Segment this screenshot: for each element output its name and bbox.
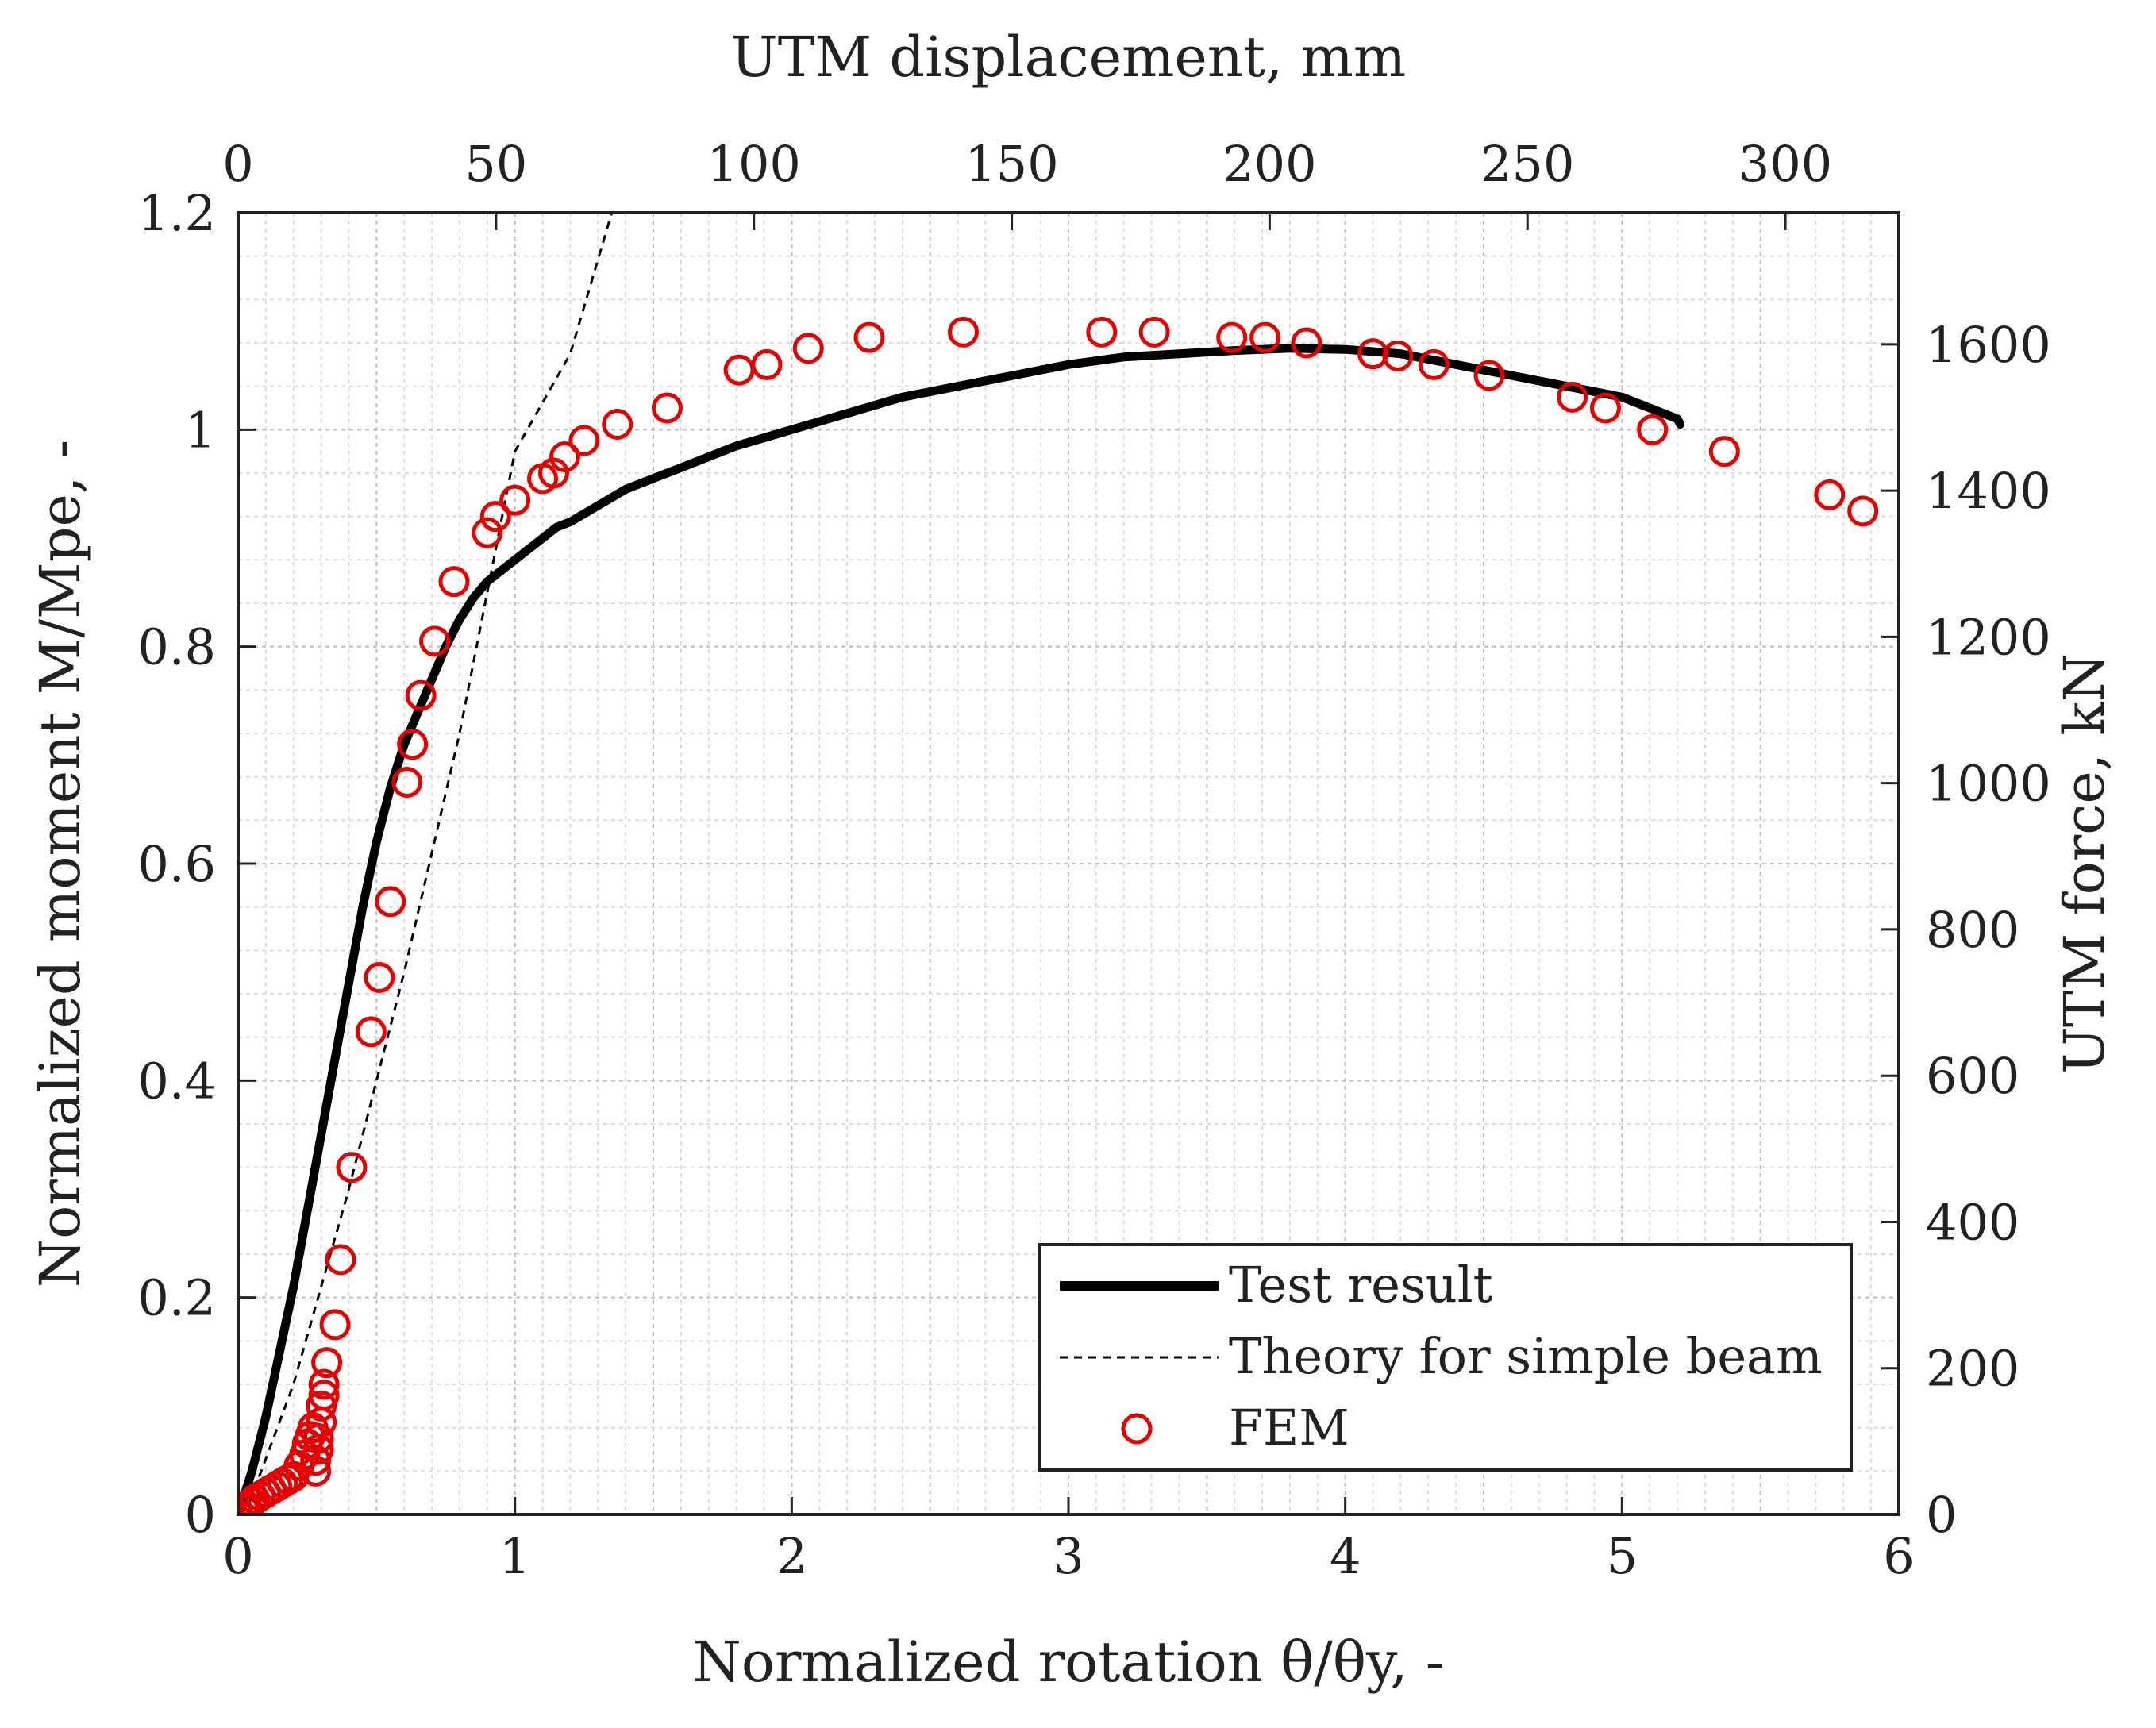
plot-area: [238, 213, 1879, 1514]
y2-tick-label: 200: [1926, 1340, 2019, 1398]
x-tick-label: 0: [222, 1527, 253, 1585]
x-tick-label: 1: [499, 1527, 530, 1585]
x2-tick-label: 150: [964, 135, 1058, 193]
x-tick-label: 6: [1883, 1527, 1914, 1585]
x-tick-label: 3: [1053, 1527, 1084, 1585]
y-tick-label: 0: [185, 1486, 216, 1544]
legend: Test result Theory for simple beam FEM: [1038, 1243, 1853, 1472]
fem-point: [438, 566, 470, 598]
fem-point: [537, 457, 569, 489]
x2-tick-label: 250: [1480, 135, 1574, 193]
fem-point: [405, 679, 437, 711]
x2-tick-label: 200: [1222, 135, 1316, 193]
y2-tick-label: 0: [1926, 1486, 1957, 1544]
fem-point: [853, 321, 885, 353]
fem-point: [1382, 340, 1414, 371]
fem-point: [1847, 495, 1879, 527]
fem-point: [1291, 327, 1322, 359]
fem-point: [1138, 316, 1170, 348]
y-tick-label: 0.8: [137, 618, 216, 676]
y2-tick-label: 400: [1926, 1193, 2019, 1251]
y2-tick-label: 1600: [1926, 316, 2051, 374]
x2-tick-label: 300: [1738, 135, 1832, 193]
y2-tick-label: 1000: [1926, 755, 2051, 813]
fem-point: [792, 333, 824, 364]
fem-point: [300, 1455, 332, 1487]
legend-label-theory: Theory for simple beam: [1229, 1327, 1823, 1385]
fem-point: [1249, 321, 1281, 353]
fem-point: [311, 1347, 343, 1379]
fem-point: [355, 1016, 387, 1048]
x2-tick-label: 0: [222, 135, 253, 193]
fem-point: [602, 409, 633, 440]
legend-label-test-result: Test result: [1229, 1256, 1493, 1314]
fem-point: [1708, 436, 1740, 468]
x-axis-title: Normalized rotation θ/θy, -: [693, 1630, 1445, 1695]
fem-point: [397, 729, 429, 760]
fem-point: [319, 1309, 351, 1341]
y2-tick-label: 1200: [1926, 608, 2051, 666]
y2-axis-title: UTM force, kN: [2052, 653, 2117, 1074]
y2-tick-label: 600: [1926, 1047, 2019, 1105]
fem-point: [1216, 321, 1248, 353]
y-tick-label: 0.4: [137, 1052, 216, 1110]
y-tick-label: 0.2: [137, 1269, 216, 1327]
fem-point: [308, 1380, 340, 1411]
fem-point: [325, 1244, 356, 1276]
fem-point: [302, 1422, 334, 1454]
legend-label-fem: FEM: [1229, 1399, 1349, 1457]
x2-tick-label: 50: [464, 135, 527, 193]
fem-point: [1418, 348, 1450, 380]
fem-point: [308, 1368, 340, 1400]
fem-point: [375, 886, 406, 918]
fem-point: [1557, 381, 1588, 413]
x-tick-label: 4: [1330, 1527, 1361, 1585]
y-tick-label: 0.6: [137, 835, 216, 893]
fem-point: [391, 767, 423, 798]
fem-point: [651, 392, 683, 424]
series-test-result-line: [238, 344, 1685, 1514]
series-layer: [238, 213, 1879, 1514]
y-axis-title: Normalized moment M/Mpe, -: [28, 440, 93, 1287]
fem-point: [1086, 316, 1118, 348]
fem-point: [479, 501, 511, 533]
ticks: 0 1 2 3 4 5 600.20.40.60.811.20 50 100 150 200 250 3…: [137, 135, 2050, 1585]
fem-point: [549, 441, 580, 472]
y-tick-label: 1.2: [137, 184, 216, 242]
fem-point: [1814, 479, 1846, 510]
x-tick-label: 5: [1607, 1527, 1638, 1585]
legend-swatch-fem: [1121, 1413, 1153, 1445]
fem-point: [1637, 414, 1669, 445]
fem-point: [364, 962, 395, 993]
y2-tick-label: 800: [1926, 901, 2019, 959]
x2-tick-label: 100: [707, 135, 801, 193]
x-tick-label: 2: [776, 1527, 807, 1585]
fem-point: [472, 517, 503, 548]
series-theory-line: [248, 213, 614, 1504]
fem-point: [1589, 392, 1621, 424]
fem-point: [568, 425, 600, 456]
y-tick-label: 1: [185, 401, 216, 459]
fem-point: [751, 348, 783, 380]
y2-tick-label: 1400: [1926, 462, 2051, 520]
x2-axis-title: UTM displacement, mm: [731, 25, 1407, 90]
fem-point: [948, 316, 980, 348]
fem-point: [336, 1152, 368, 1183]
fem-point: [1473, 360, 1505, 391]
fem-point: [419, 625, 451, 657]
fem-point: [499, 484, 531, 516]
